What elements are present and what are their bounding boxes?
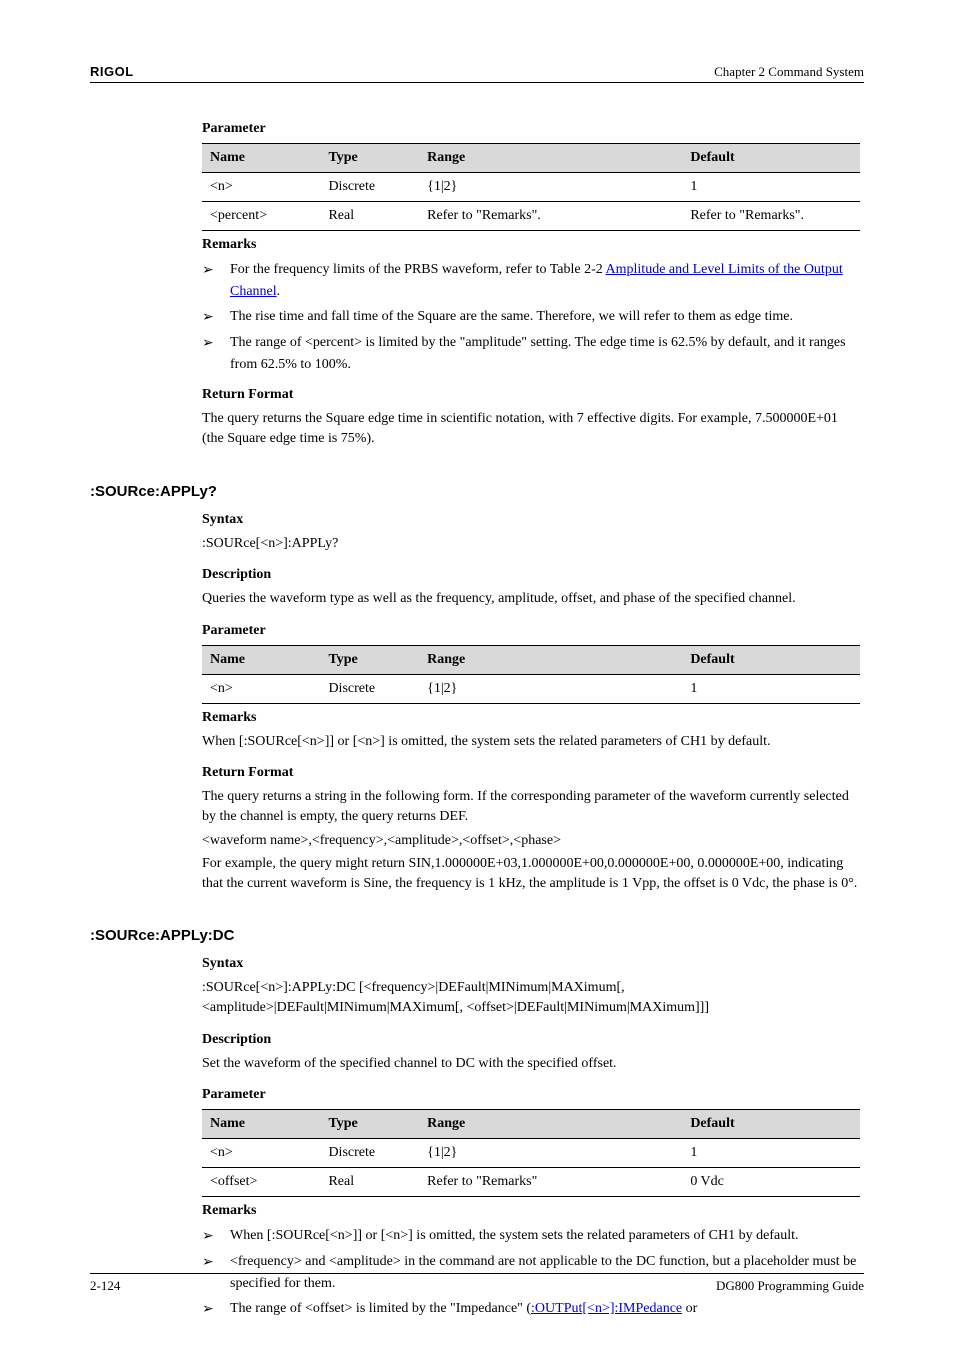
page-footer: 2-124 DG800 Programming Guide bbox=[90, 1273, 864, 1294]
return-example: <waveform name>,<frequency>,<amplitude>,… bbox=[202, 831, 860, 851]
th-type: Type bbox=[320, 144, 419, 173]
syntax-text: :SOURce[<n>]:APPLy? bbox=[202, 534, 860, 554]
bullet-icon: ➢ bbox=[202, 1298, 230, 1320]
page-header: RIGOL Chapter 2 Command System bbox=[90, 64, 864, 83]
bullet-icon: ➢ bbox=[202, 1225, 230, 1247]
parameter-table: Name Type Range Default <n> Discrete {1|… bbox=[202, 645, 860, 704]
th-default: Default bbox=[682, 144, 860, 173]
bullet-icon: ➢ bbox=[202, 306, 230, 328]
th-name: Name bbox=[202, 645, 320, 674]
return-example-text: For example, the query might return SIN,… bbox=[202, 854, 860, 893]
description-heading: Description bbox=[202, 567, 860, 583]
parameter-table: Name Type Range Default <n> Discrete {1|… bbox=[202, 143, 860, 231]
remarks-heading: Remarks bbox=[202, 710, 860, 726]
syntax-text: :SOURce[<n>]:APPLy:DC [<frequency>|DEFau… bbox=[202, 978, 860, 1017]
description-heading: Description bbox=[202, 1032, 860, 1048]
table-row: <n> Discrete {1|2} 1 bbox=[202, 173, 860, 202]
chapter-label: Chapter 2 Command System bbox=[714, 64, 864, 80]
th-type: Type bbox=[320, 1110, 419, 1139]
parameter-heading: Parameter bbox=[202, 623, 860, 639]
th-name: Name bbox=[202, 1110, 320, 1139]
th-range: Range bbox=[419, 144, 682, 173]
description-text: Set the waveform of the specified channe… bbox=[202, 1054, 860, 1074]
remarks-heading: Remarks bbox=[202, 1203, 860, 1219]
remarks-text: When [:SOURce[<n>]] or [<n>] is omitted,… bbox=[202, 732, 860, 752]
remark-item: ➢ The range of <percent> is limited by t… bbox=[202, 332, 860, 375]
remark-item: ➢ For the frequency limits of the PRBS w… bbox=[202, 259, 860, 302]
command-title: :SOURce:APPLy? bbox=[90, 483, 864, 500]
table-row: <n> Discrete {1|2} 1 bbox=[202, 1139, 860, 1168]
remark-item: ➢ The rise time and fall time of the Squ… bbox=[202, 306, 860, 328]
bullet-icon: ➢ bbox=[202, 332, 230, 375]
th-range: Range bbox=[419, 645, 682, 674]
parameter-heading: Parameter bbox=[202, 121, 860, 137]
bullet-icon: ➢ bbox=[202, 259, 230, 302]
th-type: Type bbox=[320, 645, 419, 674]
doc-title: DG800 Programming Guide bbox=[716, 1278, 864, 1294]
table-row: <percent> Real Refer to "Remarks". Refer… bbox=[202, 202, 860, 231]
th-default: Default bbox=[682, 645, 860, 674]
return-format-heading: Return Format bbox=[202, 387, 860, 403]
return-text: The query returns the Square edge time i… bbox=[202, 409, 860, 448]
brand: RIGOL bbox=[90, 64, 134, 79]
syntax-heading: Syntax bbox=[202, 512, 860, 528]
link-output-impedance[interactable]: :OUTPut[<n>]:IMPedance bbox=[531, 1301, 682, 1316]
table-row: <n> Discrete {1|2} 1 bbox=[202, 674, 860, 703]
th-name: Name bbox=[202, 144, 320, 173]
page-number: 2-124 bbox=[90, 1278, 120, 1294]
th-range: Range bbox=[419, 1110, 682, 1139]
remark-item: ➢ The range of <offset> is limited by th… bbox=[202, 1298, 860, 1320]
remark-item: ➢ When [:SOURce[<n>]] or [<n>] is omitte… bbox=[202, 1225, 860, 1247]
return-format-heading: Return Format bbox=[202, 765, 860, 781]
remarks-heading: Remarks bbox=[202, 237, 860, 253]
return-text: The query returns a string in the follow… bbox=[202, 787, 860, 826]
syntax-heading: Syntax bbox=[202, 956, 860, 972]
parameter-table: Name Type Range Default <n> Discrete {1|… bbox=[202, 1109, 860, 1197]
command-title: :SOURce:APPLy:DC bbox=[90, 927, 864, 944]
parameter-heading: Parameter bbox=[202, 1087, 860, 1103]
description-text: Queries the waveform type as well as the… bbox=[202, 589, 860, 609]
th-default: Default bbox=[682, 1110, 860, 1139]
table-row: <offset> Real Refer to "Remarks" 0 Vdc bbox=[202, 1168, 860, 1197]
